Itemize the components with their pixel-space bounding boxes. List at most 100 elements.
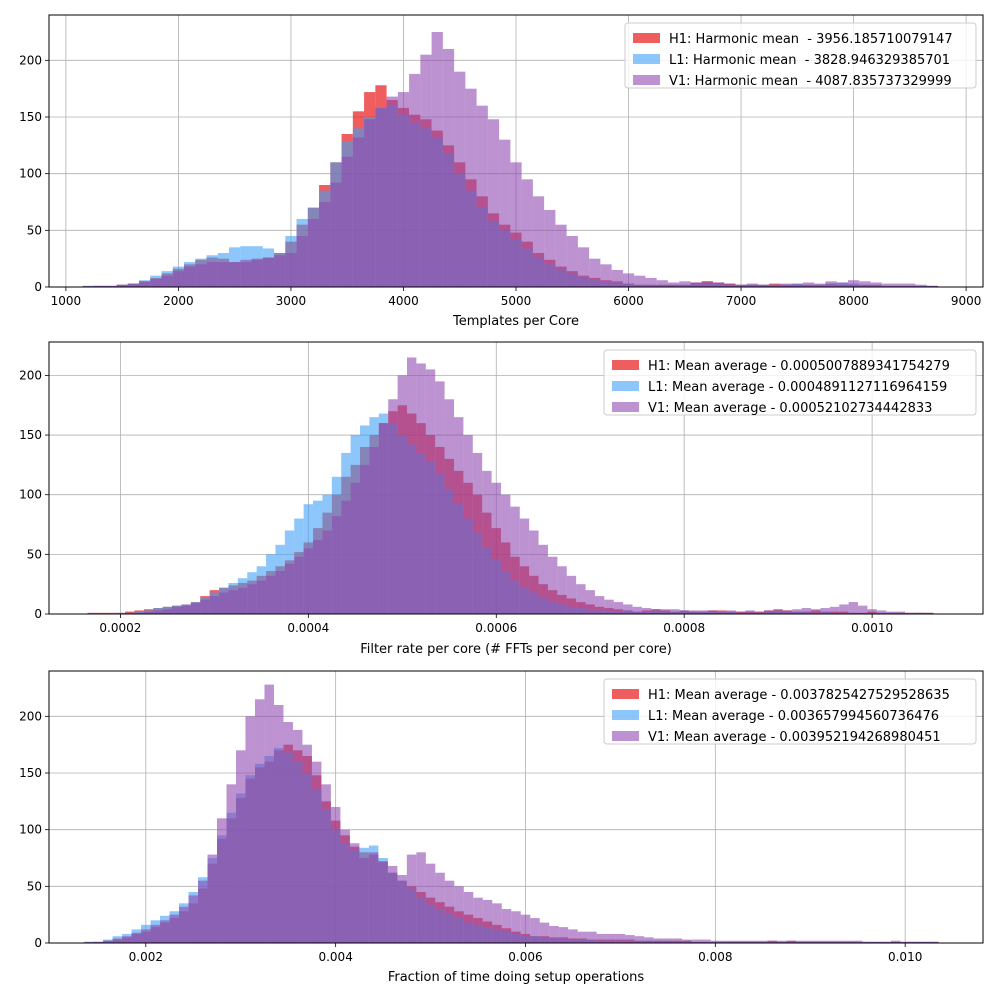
histogram-bar [547,556,558,614]
x-tick-label: 0.0008 [663,621,705,635]
histogram-bar [322,530,332,614]
histogram-bar [122,936,132,943]
legend-swatch [633,75,660,85]
histogram-bar [482,899,493,943]
histogram-bar [487,119,500,288]
histogram-bar [209,596,220,614]
histogram-bar [169,914,180,943]
histogram-bar [672,938,683,943]
legend-label: L1: Mean average - 0.003657994560736476 [648,709,939,724]
legend-swatch [612,360,639,370]
histogram-bar [472,452,483,614]
histogram-bar [228,590,238,614]
histogram-bar [184,266,196,287]
axes-frame-3 [48,670,984,944]
histogram-bar [623,604,633,614]
legend-label: V1: Mean average - 0.003952194268980451 [648,730,941,745]
histogram-bar [321,784,331,943]
histogram-bar [811,609,821,614]
x-tick-label: 0.006 [508,950,542,964]
histogram-bar [172,271,185,287]
histogram-bar [364,119,376,288]
histogram-bar [296,236,308,287]
histogram-bar [644,937,654,943]
histogram-bar [207,854,217,943]
histogram-bar [679,281,691,287]
histogram-bar [909,941,920,943]
histogram-bar [780,283,792,287]
histogram-bar [698,610,708,614]
legend-swatch [612,689,639,699]
histogram-bar [463,892,474,943]
histogram-bar [294,556,304,614]
histogram-bar [871,941,882,943]
legend-label: L1: Mean average - 0.0004891127116964159 [648,380,947,395]
legend-swatch [612,381,639,391]
histogram-bar [256,580,267,614]
histogram-bar [519,518,530,614]
legend-1: H1: Harmonic mean - 3956.185710079147 L1:… [624,22,977,89]
histogram-bar [262,257,275,287]
histogram-bar [349,843,360,943]
histogram-bar [757,284,770,287]
legend-3: H1: Mean average - 0.0037825427529528635… [603,678,977,745]
xticks-1: 1000 2000 3000 4000 5000 6000 7000 8000 9000 [51,287,981,308]
histogram-bar [229,262,241,287]
histogram-bar [141,929,151,943]
histogram-bar [611,270,623,287]
histogram-bar [264,684,274,943]
histogram-bar [416,363,426,614]
histogram-bar [622,273,635,287]
x-tick-label: 7000 [726,294,757,308]
x-tick-label: 0.0010 [851,621,893,635]
histogram-bar [777,940,787,943]
y-tick-label: 50 [27,223,42,237]
y-tick-label: 100 [19,823,42,837]
histogram-bar [691,939,702,943]
histogram-bar [576,584,586,614]
histogram-bar [341,156,353,287]
histogram-bar [653,938,664,943]
histogram-bar [928,941,939,943]
histogram-bar [93,941,104,943]
histogram-bar [926,285,938,287]
histogram-bar [726,610,736,614]
panel-2: 0.0002 0.0004 0.0006 0.0008 0.0010 0 50 100 150… [19,341,984,657]
histogram-bar [923,612,934,614]
histogram-bar [585,590,595,614]
histogram-bar [867,609,877,614]
histogram-bar [594,596,605,614]
histogram-bar [251,258,263,287]
histogram-bar [660,609,671,614]
legend-swatch [633,54,660,64]
histogram-bar [858,605,868,614]
histogram-bar [701,939,711,943]
x-axis-label: Fraction of time doing setup operations [388,970,645,985]
histogram-bar [720,940,730,943]
x-tick-label: 1000 [51,294,82,308]
histogram-bar [900,941,910,943]
histogram-bar [914,612,924,614]
histogram-bar [465,88,477,287]
legend-label: H1: Mean average - 0.0037825427529528635 [648,688,950,703]
histogram-bar [862,941,872,943]
histogram-bar [729,940,740,943]
histogram-bar [735,611,746,614]
legend-label: H1: Mean average - 0.0005007889341754279 [648,359,950,374]
histogram-bar [283,722,293,943]
histogram-bar [656,280,668,287]
histogram-bar [501,909,512,943]
histogram-bar [442,49,455,287]
legend-box [624,22,977,89]
legend-swatch [612,402,639,412]
y-tick-label: 150 [19,766,42,780]
histogram-bar [745,610,755,614]
histogram-bar [87,612,97,614]
histogram-bar [792,609,802,614]
histogram-bar [529,530,539,614]
histogram-bar [645,277,657,287]
histogram-bar [235,750,246,943]
histogram-bar [773,610,783,614]
histogram-bar [881,941,891,943]
histogram-bar [219,592,229,614]
